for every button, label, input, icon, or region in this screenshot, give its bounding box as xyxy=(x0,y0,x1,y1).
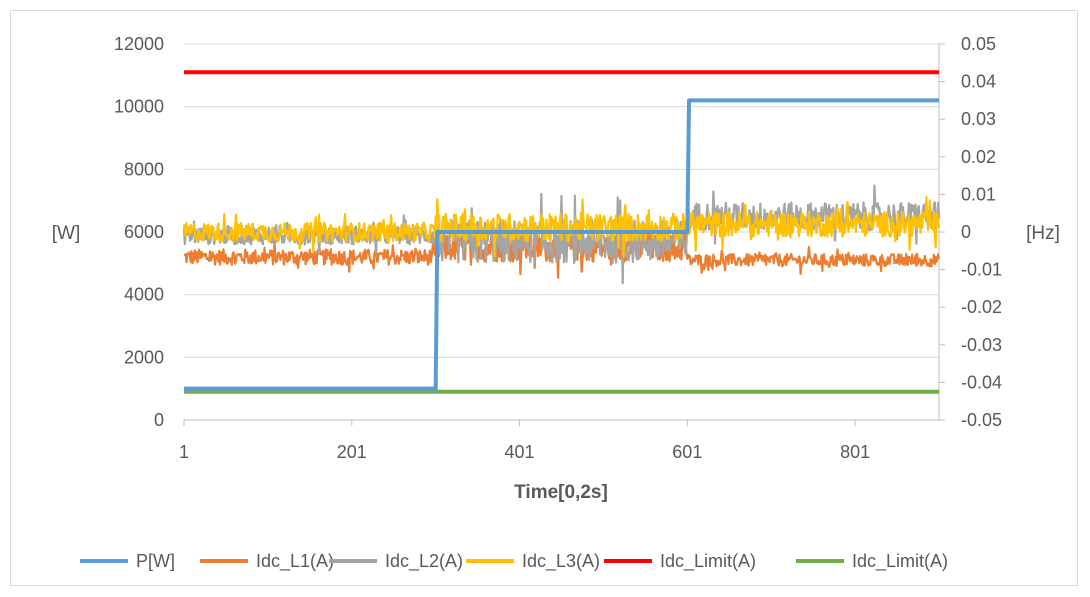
y-right-tick-label: 0.01 xyxy=(961,184,996,204)
x-axis-title: Time[0,2s] xyxy=(514,482,608,503)
x-tick-label: 201 xyxy=(337,442,367,462)
legend: P[W] Idc_L1(A) Idc_L2(A) Idc_L3(A) Idc_Limit… xyxy=(80,551,948,572)
y-right-tick-label: 0.03 xyxy=(961,109,996,129)
y-right-tick-label: 0.02 xyxy=(961,147,996,167)
legend-label: Idc_L1(A) xyxy=(256,551,334,572)
y-right-tick-label: -0.02 xyxy=(961,297,1002,317)
x-tick-label: 401 xyxy=(505,442,535,462)
x-tick-label: 801 xyxy=(840,442,870,462)
y-left-axis-title: [W] xyxy=(52,223,81,244)
legend-label: Idc_Limit(A) xyxy=(852,551,948,572)
y-right-tick-label: -0.01 xyxy=(961,260,1002,280)
y-right-tick-label: 0.04 xyxy=(961,72,996,92)
legend-label: Idc_Limit(A) xyxy=(660,551,756,572)
y-left-tick-label: 10000 xyxy=(114,97,164,117)
y-right-tick-label: -0.03 xyxy=(961,335,1002,355)
x-axis-ticks: 1 201 401 601 801 xyxy=(179,420,870,462)
legend-label: Idc_L3(A) xyxy=(522,551,600,572)
y-left-tick-label: 8000 xyxy=(124,159,164,179)
y-right-tick-label: -0.05 xyxy=(961,410,1002,430)
series-line-p-w-0 xyxy=(184,98,939,391)
left-axis-ticks: 0 2000 4000 6000 8000 10000 12000 xyxy=(114,34,164,430)
y-left-tick-label: 6000 xyxy=(124,222,164,242)
series-lines xyxy=(182,70,941,394)
y-right-tick-label: 0 xyxy=(961,222,971,242)
y-right-tick-label: 0.05 xyxy=(961,34,996,54)
chart-frame xyxy=(10,10,1078,586)
y-left-tick-label: 0 xyxy=(154,410,164,430)
series-line-idc-l2-a-2 xyxy=(182,184,941,285)
y-left-tick-label: 2000 xyxy=(124,347,164,367)
y-right-axis-title: [Hz] xyxy=(1026,223,1060,244)
x-tick-label: 1 xyxy=(179,442,189,462)
y-left-tick-label: 12000 xyxy=(114,34,164,54)
y-right-tick-label: -0.04 xyxy=(961,372,1002,392)
series-line-idc-l3-a-3 xyxy=(182,195,941,259)
y-left-tick-label: 4000 xyxy=(124,285,164,305)
right-axis-ticks: -0.05 -0.04 -0.03 -0.02 -0.01 0 0.01 0.02 0.03 0.… xyxy=(938,34,1002,430)
legend-label: Idc_L2(A) xyxy=(385,551,463,572)
x-tick-label: 601 xyxy=(672,442,702,462)
legend-label: P[W] xyxy=(136,551,175,571)
